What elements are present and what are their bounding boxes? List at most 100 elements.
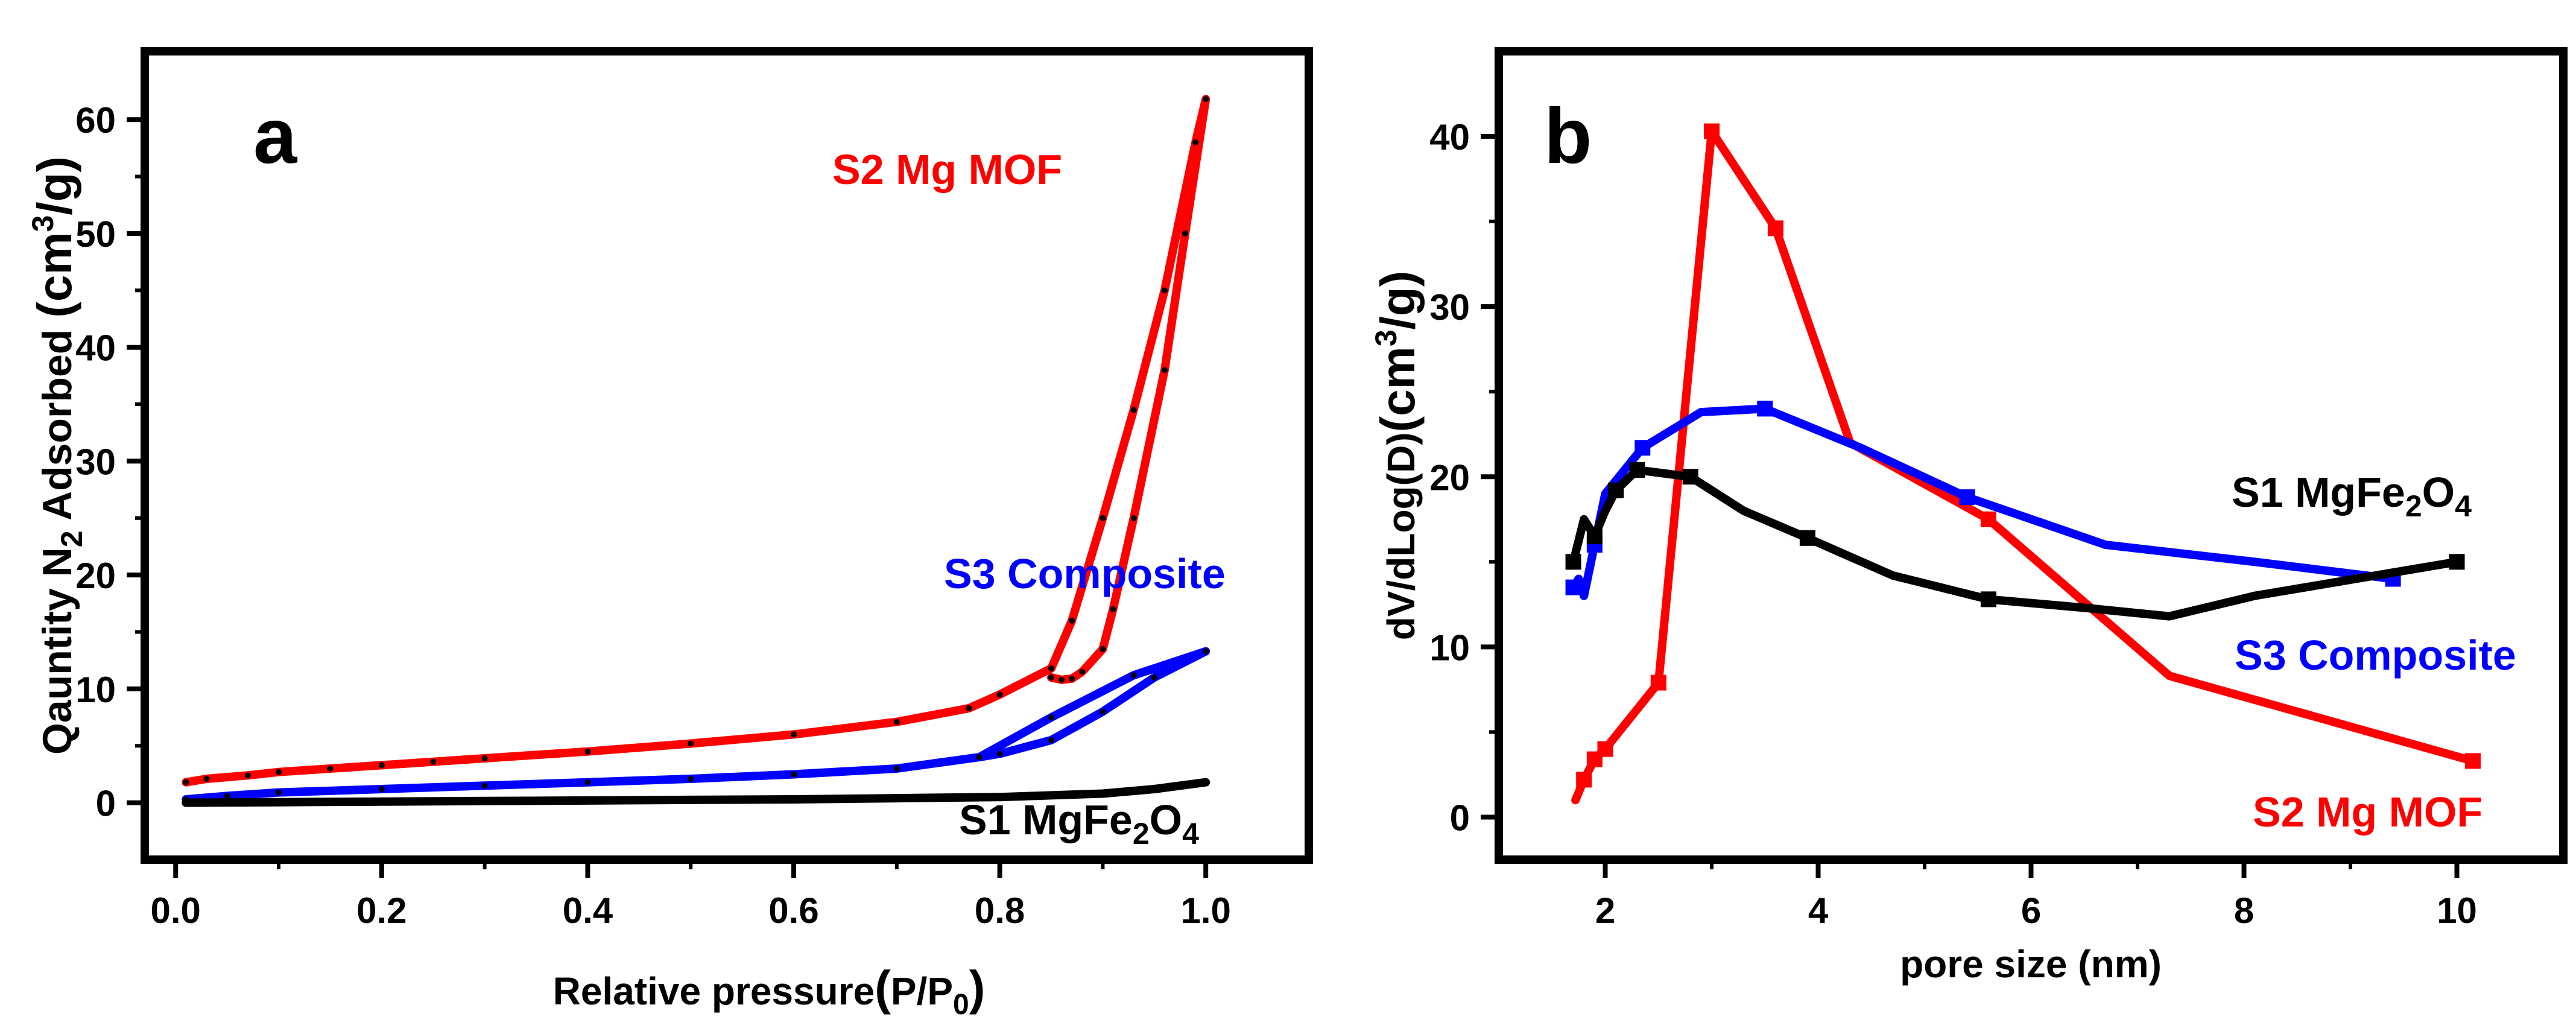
panel-a-series-0-point-4 [327,766,334,772]
panel-a-series-0-point-10 [791,731,797,738]
panel-a-series-0-point-25 [1100,646,1106,652]
panel-a-series-1-point-6 [688,776,694,782]
panel-a-xtick-label-1: 0.2 [356,890,407,931]
panel-b-ytick-label-4: 40 [1429,117,1470,157]
panel-b-xtick-label-0: 2 [1595,890,1615,931]
panel-a-series-1-point-3 [378,785,385,792]
panel-a-series-1-point-13 [1151,674,1157,681]
panel-a-xtick-label-5: 1.0 [1180,890,1230,931]
panel-b-series-0-marker-5 [1704,123,1720,139]
panel-b-xtick-label-1: 4 [1808,890,1829,931]
panel-a-xlabel-close: ) [969,961,986,1015]
panel-a-legend-s3: S3 Composite [944,550,1226,597]
panel-a-series-2-point-1 [276,799,282,805]
panel-b-legend-s3: S3 Composite [2235,632,2516,679]
panel-a-ylabel-sub: 2 [55,530,89,547]
panel-b-xtick-label-2: 6 [2021,890,2041,931]
panel-a-series-0-point-29 [1048,674,1055,681]
panel-a-series-1-point-5 [584,779,591,785]
panel-a-xlabel-sub: 0 [953,989,969,1021]
panel-a-series-0-point-22 [1161,367,1168,373]
panel-a-series-0-point-6 [430,758,437,765]
panel-b-x-axis-title: pore size (nm) [1900,942,2162,986]
panel-a-tick-labels: 0.0 0.2 0.4 0.6 0.8 1.0 0 10 20 30 40 50 60 [75,100,1231,931]
panel-b-series-1-marker-9 [1959,489,1975,506]
panel-a-series-1-point-16 [996,750,1003,757]
panel-a-series-0-point-12 [966,705,972,711]
panel-a-xtick-label-0: 0.0 [151,890,201,931]
panel-a-series-0-point-14 [1048,665,1055,671]
panel-a-legend-s1-sub1: 2 [1133,817,1150,851]
panel-b-ylabel-c: /g) [1371,271,1425,330]
panel-b-series-2-marker-4 [1608,482,1624,498]
panel-a-series-1-point-4 [481,782,488,789]
panel-a-series-0-point-5 [378,762,385,769]
panel-b-series-2-marker-0 [1565,554,1581,570]
panel-a-series-2-point-7 [893,795,900,802]
panel-a-series-0-point-16 [1100,515,1106,521]
panel-b-series [1565,123,2481,805]
panel-a-series-0-point-28 [1059,676,1065,683]
panel-b-ytick-label-2: 20 [1429,457,1470,498]
panel-a-ytick-label-6: 60 [75,100,116,141]
panel-a-ytick-label-4: 40 [75,328,116,369]
panel-b-legend-s1-mid: O [2422,469,2455,516]
panel-b-series-0-marker-4 [1650,674,1666,691]
panel-a-xtick-label-3: 0.6 [768,890,818,931]
panel-b-series-0-marker-3 [1597,741,1613,757]
panel-a-series-0-point-26 [1079,668,1086,675]
panel-b-label: b [1544,92,1592,180]
panel-a-ylabel-a: Qauntity N [34,547,80,755]
panel-a-series-2-point-9 [1100,790,1106,797]
panel-a-ylabel-d: /g) [28,156,81,215]
panel-b-ylabel-b: (cm [1371,346,1425,432]
panel-a-series-1-point-11 [1130,672,1137,679]
panel-a-series-1-point-14 [1100,708,1106,715]
panel-a-series-0-point-2 [244,772,251,779]
panel-a-series-0-point-15 [1069,617,1075,624]
panel-a-series-1-point-15 [1048,737,1055,743]
panel-a-series-1-point-12 [1203,648,1209,655]
panel-b-xtick-label-4: 10 [2437,890,2477,931]
panel-b-series-2-marker-6 [1682,469,1698,485]
panel-a-legend-s1: S1 MgFe2O4 [959,796,1199,851]
panel-a-series-1-point-7 [791,771,797,778]
panel-a-series-2-point-11 [1203,779,1209,785]
panel-a-series-1-point-17 [976,754,983,761]
panel-a-series-0-point-23 [1130,515,1137,521]
panel-a-series-2-point-2 [378,798,385,805]
panel-a-y-axis-title: Qauntity N2 Adsorbed (cm3/g) [26,156,89,755]
panel-a-ticks [127,117,1209,878]
panel-a-ytick-label-1: 10 [75,670,116,710]
panel-a-series-0-point-13 [996,691,1003,698]
panel-a-ytick-label-2: 20 [75,556,116,596]
panel-a-series-2-point-5 [688,796,694,803]
panel-b-legend-s1-sub2: 4 [2455,489,2472,523]
panel-b-series-2-marker-8 [1799,530,1815,546]
panel-a-ytick-label-3: 30 [75,442,116,482]
panel-a-series-0-line [182,95,1210,787]
panel-b-series-0-line [1571,127,2477,805]
panel-b-ytick-label-0: 0 [1450,798,1470,838]
panel-b-series-1-line [1569,404,2397,600]
panel-a-ylabel-c: (cm [28,232,81,318]
panel-a-series-1-point-1 [224,793,230,799]
panel-a-series-1-point-10 [1048,714,1055,721]
panel-a-x-axis-title: Relative pressure(P/P0) [553,961,986,1021]
panel-a-series-2-point-6 [791,796,797,802]
panel-b-series-1-marker-5 [1635,440,1651,456]
panel-a-series-2-point-4 [584,797,591,804]
panel-b-series-0-marker-6 [1767,220,1783,236]
panel-a-series-2-point-10 [1151,785,1157,792]
panel-b-series-1-marker-7 [1757,401,1773,417]
panel-b-ytick-label-3: 30 [1429,287,1470,328]
panel-b-series-2-marker-14 [2449,554,2465,570]
panel-a-series-0-point-20 [1203,96,1209,103]
panel-a-xlabel-open: ( [875,961,891,1015]
panel-b-legend-s1-main: S1 MgFe [2232,469,2405,516]
panel-a-series-0-point-27 [1069,675,1075,682]
panel-a-legend-s1-mid: O [1150,796,1182,843]
panel-a-series-0-point-21 [1182,230,1189,236]
